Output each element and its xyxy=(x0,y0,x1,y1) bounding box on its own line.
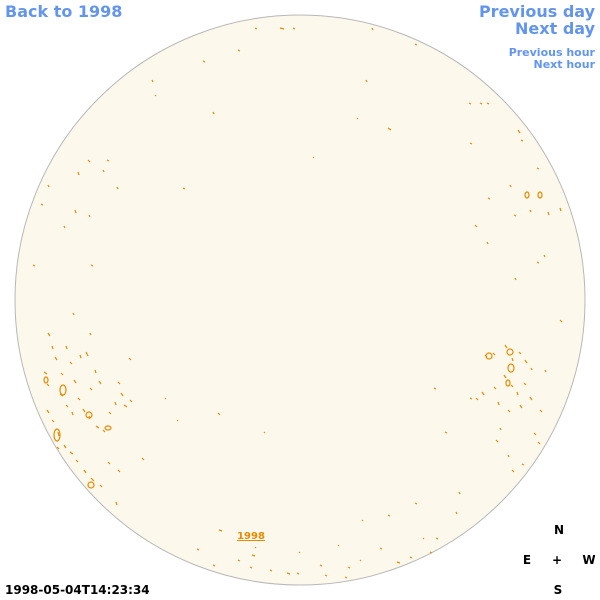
year-label[interactable]: 1998 xyxy=(237,531,265,542)
contour-scattered xyxy=(151,27,433,579)
next-day-link[interactable]: Next day xyxy=(515,19,596,38)
compass-center: + xyxy=(552,553,562,567)
timestamp: 1998-05-04T14:23:34 xyxy=(5,583,150,597)
back-link[interactable]: Back to 1998 xyxy=(5,2,122,21)
previous-day-link[interactable]: Previous day xyxy=(479,2,596,21)
compass-south: S xyxy=(554,583,563,597)
previous-hour-link[interactable]: Previous hour xyxy=(509,46,596,59)
compass-west: W xyxy=(582,553,595,567)
solar-disk xyxy=(14,14,586,586)
contour-right-loops xyxy=(485,191,543,387)
compass-north: N xyxy=(554,523,564,537)
contours xyxy=(32,27,563,579)
contour-left-loops xyxy=(43,376,112,489)
compass-east: E xyxy=(523,553,531,567)
next-hour-link[interactable]: Next hour xyxy=(534,58,596,71)
